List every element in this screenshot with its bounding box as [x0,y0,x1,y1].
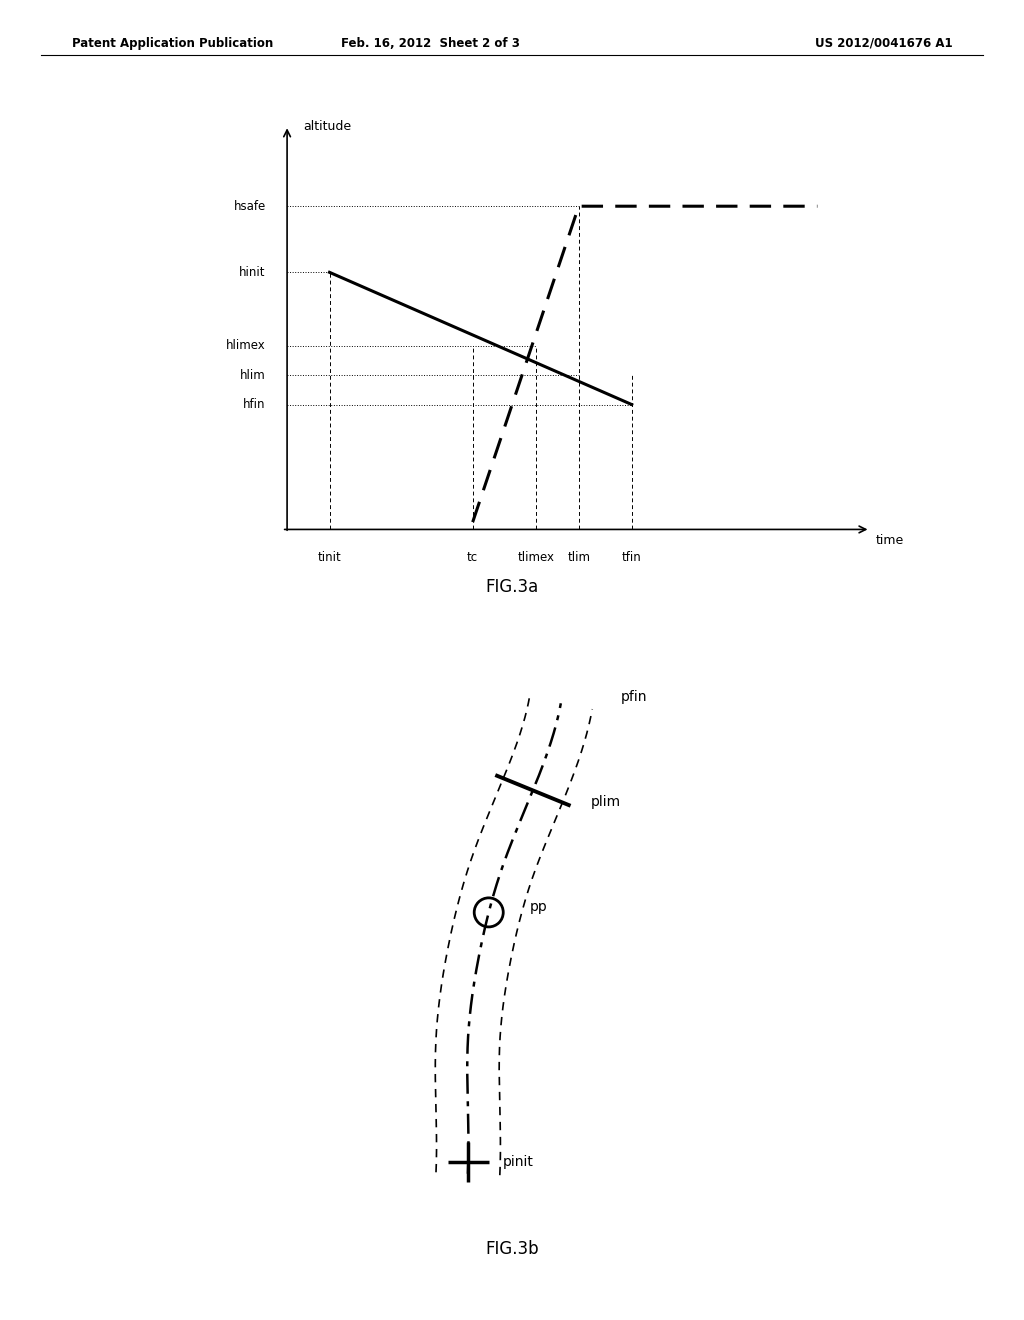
Text: pp: pp [529,899,547,913]
Text: hsafe: hsafe [233,199,266,213]
Text: Patent Application Publication: Patent Application Publication [72,37,273,50]
Text: hlim: hlim [240,368,266,381]
Text: tfin: tfin [622,552,642,565]
Text: FIG.3a: FIG.3a [485,578,539,597]
Text: time: time [876,535,904,546]
Text: tlimex: tlimex [518,552,555,565]
Text: plim: plim [591,795,622,809]
Text: hlimex: hlimex [226,339,266,352]
Text: tinit: tinit [317,552,341,565]
Text: FIG.3b: FIG.3b [485,1239,539,1258]
Text: tlim: tlim [567,552,590,565]
Text: altitude: altitude [303,120,351,133]
Text: hinit: hinit [240,265,266,279]
Text: tc: tc [467,552,478,565]
Text: pinit: pinit [503,1155,535,1170]
Text: US 2012/0041676 A1: US 2012/0041676 A1 [815,37,952,50]
Text: Feb. 16, 2012  Sheet 2 of 3: Feb. 16, 2012 Sheet 2 of 3 [341,37,519,50]
Text: hfin: hfin [244,399,266,411]
Text: pfin: pfin [621,690,647,705]
